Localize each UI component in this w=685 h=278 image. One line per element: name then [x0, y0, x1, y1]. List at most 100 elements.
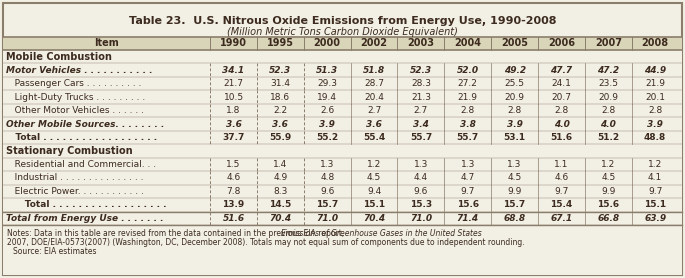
- Text: Passenger Cars . . . . . . . . . .: Passenger Cars . . . . . . . . . .: [6, 79, 141, 88]
- Text: 55.4: 55.4: [363, 133, 385, 142]
- Text: Total . . . . . . . . . . . . . . . . . .: Total . . . . . . . . . . . . . . . . . …: [6, 200, 166, 209]
- Text: 13.9: 13.9: [223, 200, 245, 209]
- Text: 2004: 2004: [454, 38, 482, 48]
- Text: 1995: 1995: [267, 38, 294, 48]
- Text: 3.8: 3.8: [460, 120, 475, 128]
- Text: Total . . . . . . . . . . . . . . . . . .: Total . . . . . . . . . . . . . . . . . …: [6, 133, 157, 142]
- Bar: [3, 50, 682, 63]
- Text: 52.3: 52.3: [269, 66, 291, 75]
- Text: 2003: 2003: [408, 38, 434, 48]
- Text: 2008: 2008: [642, 38, 669, 48]
- Text: 51.2: 51.2: [597, 133, 619, 142]
- Text: Mobile Combustion: Mobile Combustion: [6, 52, 112, 62]
- Text: 1.8: 1.8: [226, 106, 240, 115]
- Text: Other Motor Vehicles . . . . . .: Other Motor Vehicles . . . . . .: [6, 106, 144, 115]
- Text: 29.3: 29.3: [317, 79, 337, 88]
- Text: 2000: 2000: [314, 38, 340, 48]
- Text: 52.0: 52.0: [457, 66, 479, 75]
- Text: 2.7: 2.7: [367, 106, 381, 115]
- Text: 2005: 2005: [501, 38, 528, 48]
- Text: 3.9: 3.9: [647, 120, 663, 128]
- Text: 9.9: 9.9: [508, 187, 522, 196]
- Bar: [3, 104, 682, 117]
- Text: 2002: 2002: [360, 38, 388, 48]
- Bar: [3, 77, 682, 90]
- Text: Industrial . . . . . . . . . . . . . . .: Industrial . . . . . . . . . . . . . . .: [6, 173, 143, 182]
- Text: 71.0: 71.0: [316, 214, 338, 223]
- Text: 2.2: 2.2: [273, 106, 288, 115]
- Text: 34.1: 34.1: [223, 66, 245, 75]
- Text: 4.9: 4.9: [273, 173, 288, 182]
- Bar: [3, 171, 682, 185]
- Text: 2.6: 2.6: [320, 106, 334, 115]
- Text: Table 23.  U.S. Nitrous Oxide Emissions from Energy Use, 1990-2008: Table 23. U.S. Nitrous Oxide Emissions f…: [129, 16, 556, 26]
- Bar: [3, 158, 682, 171]
- Bar: [3, 90, 682, 104]
- Bar: [3, 185, 682, 198]
- Text: 25.5: 25.5: [505, 79, 525, 88]
- Text: 47.2: 47.2: [597, 66, 619, 75]
- Text: 9.7: 9.7: [648, 187, 662, 196]
- Text: 68.8: 68.8: [503, 214, 525, 223]
- Text: 15.7: 15.7: [316, 200, 338, 209]
- Text: 51.6: 51.6: [551, 133, 573, 142]
- Text: 23.5: 23.5: [598, 79, 619, 88]
- Text: 2.8: 2.8: [460, 106, 475, 115]
- Text: 9.7: 9.7: [460, 187, 475, 196]
- Text: 37.7: 37.7: [223, 133, 245, 142]
- Text: 1.2: 1.2: [648, 160, 662, 169]
- Text: Total from Energy Use . . . . . . .: Total from Energy Use . . . . . . .: [6, 214, 164, 223]
- Text: 21.9: 21.9: [458, 93, 477, 102]
- Text: 4.5: 4.5: [508, 173, 522, 182]
- Text: Motor Vehicles . . . . . . . . . . .: Motor Vehicles . . . . . . . . . . .: [6, 66, 153, 75]
- Text: 20.9: 20.9: [505, 93, 525, 102]
- Text: 48.8: 48.8: [644, 133, 667, 142]
- Text: 1.3: 1.3: [414, 160, 428, 169]
- Text: 15.1: 15.1: [644, 200, 667, 209]
- Text: 4.1: 4.1: [648, 173, 662, 182]
- Text: 27.2: 27.2: [458, 79, 477, 88]
- Text: 9.6: 9.6: [320, 187, 334, 196]
- Text: 1990: 1990: [220, 38, 247, 48]
- Text: 4.5: 4.5: [601, 173, 615, 182]
- Text: 1.5: 1.5: [226, 160, 240, 169]
- Text: Notes: Data in this table are revised from the data contained in the previous EI: Notes: Data in this table are revised fr…: [7, 229, 347, 238]
- Text: 4.4: 4.4: [414, 173, 428, 182]
- Bar: [3, 225, 682, 275]
- Text: 71.0: 71.0: [410, 214, 432, 223]
- Text: 15.4: 15.4: [550, 200, 573, 209]
- Text: 21.7: 21.7: [223, 79, 244, 88]
- Text: 19.4: 19.4: [317, 93, 337, 102]
- Text: 8.3: 8.3: [273, 187, 288, 196]
- Text: 2.8: 2.8: [648, 106, 662, 115]
- Text: 3.4: 3.4: [413, 120, 429, 128]
- Text: 9.7: 9.7: [554, 187, 569, 196]
- Text: 51.6: 51.6: [223, 214, 245, 223]
- Text: 70.4: 70.4: [363, 214, 385, 223]
- Text: 31.4: 31.4: [271, 79, 290, 88]
- Text: Source: EIA estimates: Source: EIA estimates: [13, 247, 97, 256]
- Text: 20.4: 20.4: [364, 93, 384, 102]
- Text: 20.1: 20.1: [645, 93, 665, 102]
- Text: 71.4: 71.4: [457, 214, 479, 223]
- Text: 2007, DOE/EIA-0573(2007) (Washington, DC, December 2008). Totals may not equal s: 2007, DOE/EIA-0573(2007) (Washington, DC…: [7, 238, 525, 247]
- Text: 1.3: 1.3: [460, 160, 475, 169]
- Bar: [3, 37, 682, 50]
- Text: 1.3: 1.3: [508, 160, 522, 169]
- Text: 3.6: 3.6: [366, 120, 382, 128]
- Text: 9.9: 9.9: [601, 187, 616, 196]
- Text: Emissions of Greenhouse Gases in the United States: Emissions of Greenhouse Gases in the Uni…: [282, 229, 482, 238]
- Text: 55.7: 55.7: [457, 133, 479, 142]
- Text: 51.3: 51.3: [316, 66, 338, 75]
- Text: 7.8: 7.8: [226, 187, 240, 196]
- Text: Residential and Commercial. . .: Residential and Commercial. . .: [6, 160, 156, 169]
- Text: 15.6: 15.6: [457, 200, 479, 209]
- Text: 24.1: 24.1: [551, 79, 571, 88]
- Text: 15.7: 15.7: [503, 200, 526, 209]
- Text: 3.9: 3.9: [319, 120, 335, 128]
- Text: 49.2: 49.2: [503, 66, 525, 75]
- Text: 28.3: 28.3: [411, 79, 431, 88]
- Text: Stationary Combustion: Stationary Combustion: [6, 146, 133, 156]
- Text: 3.6: 3.6: [273, 120, 288, 128]
- Text: 2.8: 2.8: [508, 106, 522, 115]
